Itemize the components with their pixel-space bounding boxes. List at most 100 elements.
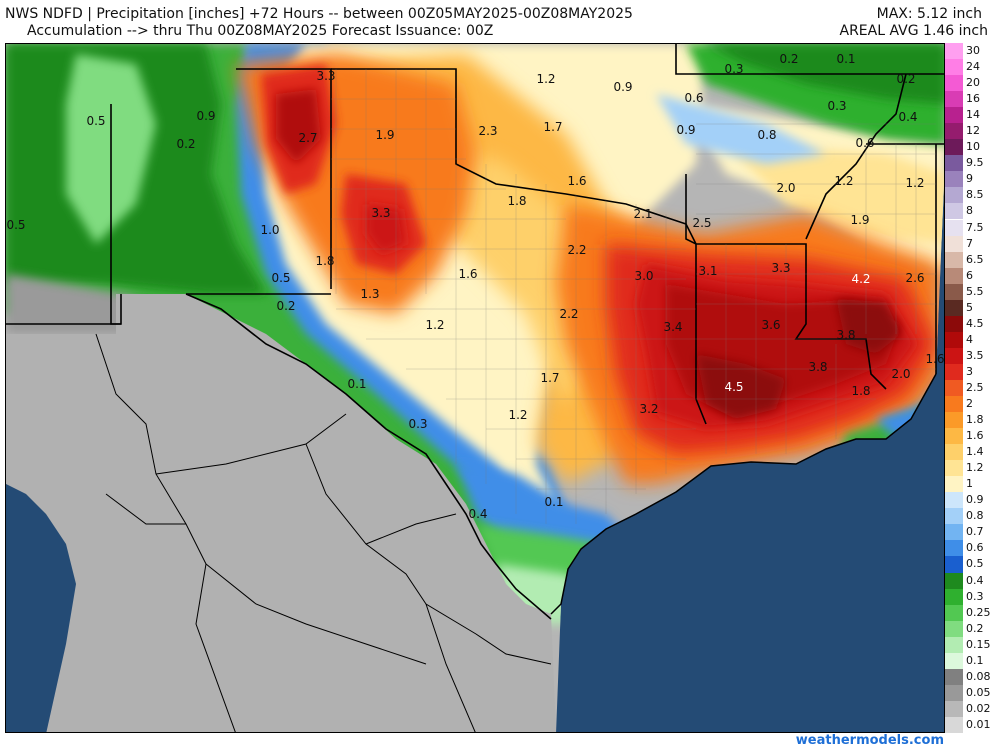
legend-item: 6.5 <box>945 251 998 268</box>
legend-swatch <box>945 524 963 541</box>
precip-value-label: 3.4 <box>663 320 682 334</box>
legend-label: 0.25 <box>966 605 991 619</box>
source-credit[interactable]: weathermodels.com <box>795 733 944 748</box>
legend-label: 0.2 <box>966 621 984 635</box>
precip-value-label: 3.8 <box>808 360 827 374</box>
legend-item: 24 <box>945 59 998 76</box>
county-grid <box>331 69 936 524</box>
legend-label: 0.02 <box>966 701 991 715</box>
legend-label: 2 <box>966 397 973 411</box>
legend-item: 6 <box>945 267 998 284</box>
legend-label: 8.5 <box>966 188 984 202</box>
legend-item: 0.3 <box>945 588 998 605</box>
pacific-water <box>6 484 76 732</box>
precip-value-label: 1.9 <box>850 213 869 227</box>
legend-item: 0.05 <box>945 684 998 701</box>
precip-value-label: 0.4 <box>468 507 487 521</box>
legend-label: 1.8 <box>966 413 984 427</box>
precip-value-label: 0.3 <box>724 62 743 76</box>
legend-item: 4.5 <box>945 315 998 332</box>
precip-value-label: 0.2 <box>896 72 915 86</box>
precip-value-label: 1.2 <box>905 176 924 190</box>
legend-swatch <box>945 107 963 124</box>
legend-label: 16 <box>966 92 980 106</box>
legend-label: 3.5 <box>966 348 984 362</box>
legend-swatch <box>945 492 963 509</box>
legend-swatch <box>945 219 963 236</box>
precip-value-label: 0.9 <box>196 109 215 123</box>
legend-item: 8.5 <box>945 187 998 204</box>
legend-item: 1.6 <box>945 428 998 445</box>
legend-swatch <box>945 267 963 284</box>
precip-value-label: 2.7 <box>298 131 317 145</box>
legend-swatch <box>945 235 963 252</box>
precip-value-label: 2.0 <box>776 181 795 195</box>
legend-item: 3.5 <box>945 347 998 364</box>
legend-swatch <box>945 299 963 316</box>
legend-item: 20 <box>945 75 998 92</box>
legend-label: 1 <box>966 477 973 491</box>
legend-item: 5 <box>945 299 998 316</box>
areal-average-text: AREAL AVG 1.46 inch <box>839 23 989 39</box>
precip-value-label: 0.4 <box>898 110 917 124</box>
legend-swatch <box>945 588 963 605</box>
legend-label: 5.5 <box>966 284 984 298</box>
legend-item: 1 <box>945 476 998 493</box>
precip-value-label: 4.2 <box>851 272 870 286</box>
legend-label: 0.8 <box>966 509 984 523</box>
legend-swatch <box>945 652 963 669</box>
precip-value-label: 1.2 <box>508 408 527 422</box>
legend-item: 7.5 <box>945 219 998 236</box>
legend-label: 0.08 <box>966 669 991 683</box>
legend-swatch <box>945 684 963 701</box>
legend-label: 6.5 <box>966 252 984 266</box>
legend-label: 4 <box>966 332 973 346</box>
precip-value-label: 0.3 <box>408 417 427 431</box>
legend-swatch <box>945 540 963 557</box>
rio-grande-border <box>185 293 552 620</box>
legend-label: 1.2 <box>966 461 984 475</box>
precip-value-label: 2.6 <box>905 271 924 285</box>
legend-label: 9.5 <box>966 156 984 170</box>
legend-item: 0.02 <box>945 700 998 717</box>
max-value-text: MAX: 5.12 inch <box>876 6 982 22</box>
legend-item: 30 <box>945 43 998 60</box>
legend-item: 1.8 <box>945 412 998 429</box>
legend-item: 0.5 <box>945 556 998 573</box>
precipitation-map: 3.3 1.2 0.9 0.3 0.2 0.1 0.2 0.6 0.3 0.4 0.5 0.9 1.7 2… <box>5 43 945 733</box>
state-borders <box>6 44 944 425</box>
legend-swatch <box>945 444 963 461</box>
legend-item: 0.08 <box>945 668 998 685</box>
legend-swatch <box>945 508 963 525</box>
precip-value-label: 3.3 <box>371 206 390 220</box>
legend-swatch <box>945 123 963 140</box>
precip-value-label: 1.6 <box>925 352 944 366</box>
legend-item: 10 <box>945 139 998 156</box>
precip-value-label: 0.1 <box>347 377 366 391</box>
precip-value-label: 0.5 <box>86 114 105 128</box>
legend-item: 0.2 <box>945 620 998 637</box>
legend-swatch <box>945 668 963 685</box>
precip-value-label: 3.3 <box>771 261 790 275</box>
legend-item: 9 <box>945 171 998 188</box>
precip-value-label: 1.2 <box>425 318 444 332</box>
precip-value-label: 1.6 <box>567 174 586 188</box>
legend-label: 10 <box>966 140 980 154</box>
map-canvas: 3.3 1.2 0.9 0.3 0.2 0.1 0.2 0.6 0.3 0.4 0.5 0.9 1.7 2… <box>6 44 944 732</box>
precip-value-label: 3.0 <box>634 269 653 283</box>
precip-value-label: 1.6 <box>458 267 477 281</box>
precip-value-label: 0.9 <box>613 80 632 94</box>
legend-swatch <box>945 428 963 445</box>
precip-value-label: 3.8 <box>836 328 855 342</box>
legend-swatch <box>945 476 963 493</box>
precip-value-label: 2.2 <box>559 307 578 321</box>
legend-item: 5.5 <box>945 283 998 300</box>
precip-value-label: 2.0 <box>891 367 910 381</box>
legend-item: 0.25 <box>945 604 998 621</box>
precip-value-label: 1.7 <box>540 371 559 385</box>
legend-label: 1.4 <box>966 445 984 459</box>
precip-value-labels: 3.3 1.2 0.9 0.3 0.2 0.1 0.2 0.6 0.3 0.4 0.5 0.9 1.7 2… <box>6 52 944 521</box>
precip-value-label: 3.6 <box>761 318 780 332</box>
legend-label: 0.5 <box>966 557 984 571</box>
legend-item: 4 <box>945 331 998 348</box>
